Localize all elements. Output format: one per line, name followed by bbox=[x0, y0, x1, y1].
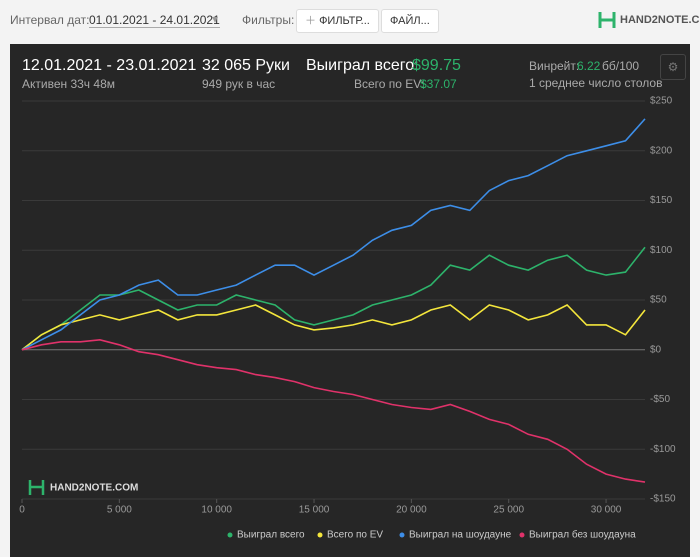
legend-marker bbox=[399, 532, 405, 538]
y-tick-label: -$150 bbox=[650, 494, 676, 505]
winrate-unit: бб/100 bbox=[602, 59, 640, 73]
x-tick-label: 0 bbox=[19, 505, 25, 516]
settings-button[interactable]: ⚙ bbox=[660, 54, 686, 80]
date-dropdown[interactable]: ▾ bbox=[212, 12, 219, 26]
watermark-icon bbox=[28, 480, 45, 495]
logo-text: HAND2NOTE.COM bbox=[620, 14, 700, 26]
toolbar: Интервал дат: 01.01.2021 - 24.01.2021 ▾ … bbox=[0, 0, 700, 40]
x-tick-label: 15 000 bbox=[299, 505, 330, 516]
series-line bbox=[21, 246, 646, 351]
won-value: $99.75 bbox=[412, 57, 461, 74]
ev-label: Всего по EV: bbox=[354, 77, 425, 91]
series-line bbox=[21, 304, 646, 351]
series-line bbox=[21, 118, 646, 351]
y-tick-label: $200 bbox=[650, 145, 673, 156]
x-tick-label: 10 000 bbox=[201, 505, 232, 516]
logo-icon bbox=[598, 12, 616, 28]
filter-button[interactable]: ＋ ФИЛЬТР... bbox=[296, 9, 379, 33]
y-tick-label: $0 bbox=[650, 344, 662, 355]
legend-label: Выиграл на шоудауне bbox=[409, 530, 512, 541]
y-tick-label: $50 bbox=[650, 295, 667, 306]
date-range[interactable]: 01.01.2021 - 24.01.2021 bbox=[89, 13, 220, 28]
legend-marker bbox=[519, 532, 525, 538]
file-button[interactable]: ФАЙЛ... bbox=[381, 9, 439, 33]
winrate-value: 6.22 bbox=[577, 59, 601, 73]
filters-label: Фильтры: bbox=[242, 13, 295, 27]
y-tick-label: -$50 bbox=[650, 394, 670, 405]
tables: 1 среднее число столов bbox=[529, 76, 663, 90]
legend-marker bbox=[227, 532, 233, 538]
ev-value: $37.07 bbox=[420, 77, 457, 91]
won-label: Выиграл всего: bbox=[306, 57, 419, 74]
x-tick-label: 25 000 bbox=[493, 505, 524, 516]
filter-text: ФИЛЬТР... bbox=[319, 15, 370, 27]
series-line bbox=[21, 338, 646, 483]
period: 12.01.2021 - 23.01.2021 bbox=[22, 57, 197, 74]
x-tick-label: 20 000 bbox=[396, 505, 427, 516]
x-tick-label: 5 000 bbox=[107, 505, 132, 516]
legend-label: Выиграл без шоудауна bbox=[529, 529, 636, 541]
active: Активен 33ч 48м bbox=[22, 77, 115, 91]
legend-label: Выиграл всего bbox=[237, 530, 305, 541]
legend-label: Всего по EV bbox=[327, 530, 383, 541]
x-tick-label: 30 000 bbox=[591, 505, 622, 516]
y-tick-label: -$100 bbox=[650, 444, 676, 455]
y-tick-label: $100 bbox=[650, 245, 673, 256]
hands: 32 065 Руки bbox=[202, 57, 290, 74]
winrate-label: Винрейт: bbox=[529, 59, 580, 73]
watermark: HAND2NOTE.COM bbox=[50, 483, 138, 494]
y-tick-label: $250 bbox=[650, 96, 673, 107]
hands-per-hour: 949 рук в час bbox=[202, 77, 276, 91]
legend-marker bbox=[317, 532, 323, 538]
y-tick-label: $150 bbox=[650, 195, 673, 206]
date-label: Интервал дат: bbox=[10, 13, 90, 27]
